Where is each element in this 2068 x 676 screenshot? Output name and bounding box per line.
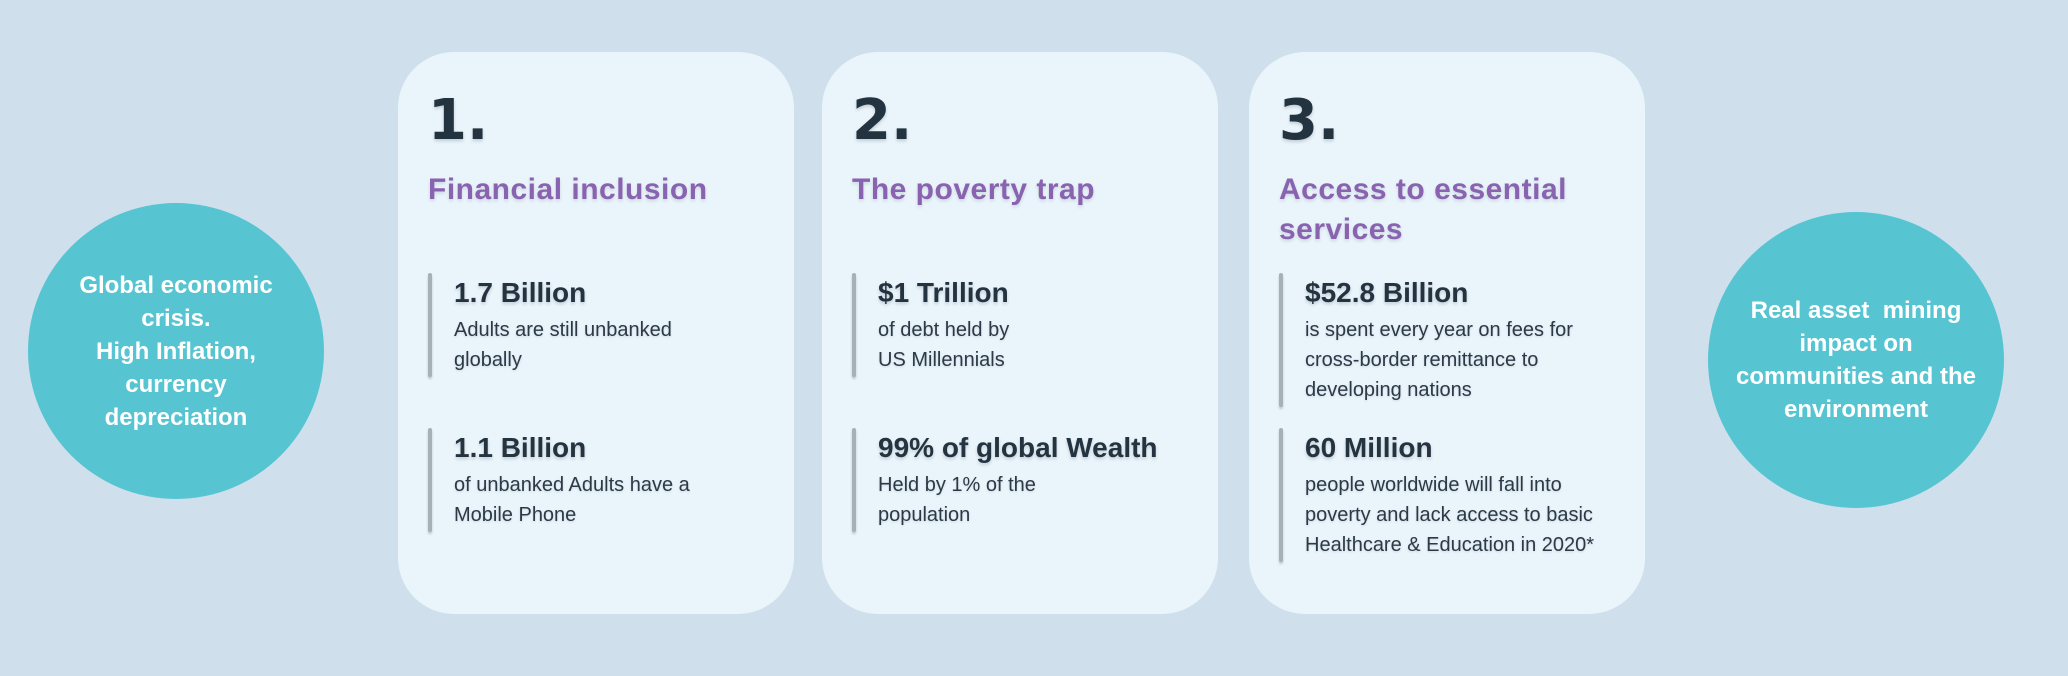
card-number: 2. bbox=[852, 88, 913, 153]
stat-value: 99% of global Wealth bbox=[878, 432, 1158, 463]
stat-caption: Adults are still unbanked globally bbox=[454, 319, 672, 371]
stat-divider bbox=[1279, 273, 1283, 407]
stat-poverty-2020: 60 Million people worldwide will fall in… bbox=[1279, 428, 1627, 562]
stat-value: $52.8 Billion bbox=[1305, 277, 1469, 308]
card-poverty-trap: 2. The poverty trap $1 Trillion of debt … bbox=[822, 52, 1218, 614]
stat-divider bbox=[852, 273, 856, 377]
stat-divider bbox=[428, 428, 432, 532]
mining-impact-circle-text: Real asset mining impact on communities … bbox=[1735, 297, 1977, 423]
stat-divider bbox=[428, 273, 432, 377]
global-crisis-circle-text: Global economic crisis. High Inflation, … bbox=[79, 271, 273, 431]
stat-value: $1 Trillion bbox=[878, 277, 1009, 308]
mining-impact-circle: Real asset mining impact on communities … bbox=[1708, 212, 2004, 508]
card-access-services: 3. Access to essential services $52.8 Bi… bbox=[1249, 52, 1645, 614]
stat-value: 60 Million bbox=[1305, 432, 1433, 463]
stat-caption: is spent every year on fees for cross-bo… bbox=[1305, 319, 1573, 401]
card-financial-inclusion: 1. Financial inclusion 1.7 Billion Adult… bbox=[398, 52, 794, 614]
stat-divider bbox=[1279, 428, 1283, 562]
stat-unbanked-mobile: 1.1 Billion of unbanked Adults have a Mo… bbox=[428, 428, 776, 532]
stat-unbanked-adults: 1.7 Billion Adults are still unbanked gl… bbox=[428, 273, 776, 377]
stat-caption: people worldwide will fall into poverty … bbox=[1305, 474, 1595, 556]
stat-value: 1.7 Billion bbox=[454, 277, 587, 308]
card-title: Financial inclusion bbox=[428, 173, 708, 206]
card-title: The poverty trap bbox=[852, 173, 1096, 206]
stat-millennial-debt: $1 Trillion of debt held by US Millennia… bbox=[852, 273, 1200, 377]
stat-remittance-fees: $52.8 Billion is spent every year on fee… bbox=[1279, 273, 1627, 407]
card-number: 1. bbox=[428, 88, 489, 153]
stat-global-wealth: 99% of global Wealth Held by 1% of the p… bbox=[852, 428, 1200, 532]
card-number: 3. bbox=[1279, 88, 1340, 153]
global-crisis-circle: Global economic crisis. High Inflation, … bbox=[28, 203, 324, 499]
stat-caption: Held by 1% of the population bbox=[878, 474, 1036, 526]
stat-divider bbox=[852, 428, 856, 532]
stat-caption: of unbanked Adults have a Mobile Phone bbox=[454, 474, 690, 526]
card-title: Access to essential services bbox=[1279, 173, 1567, 246]
stat-value: 1.1 Billion bbox=[454, 432, 587, 463]
stat-caption: of debt held by US Millennials bbox=[878, 319, 1010, 371]
